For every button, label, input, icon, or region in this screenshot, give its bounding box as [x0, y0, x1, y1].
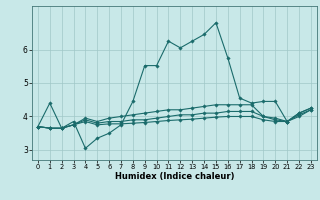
- X-axis label: Humidex (Indice chaleur): Humidex (Indice chaleur): [115, 172, 234, 181]
